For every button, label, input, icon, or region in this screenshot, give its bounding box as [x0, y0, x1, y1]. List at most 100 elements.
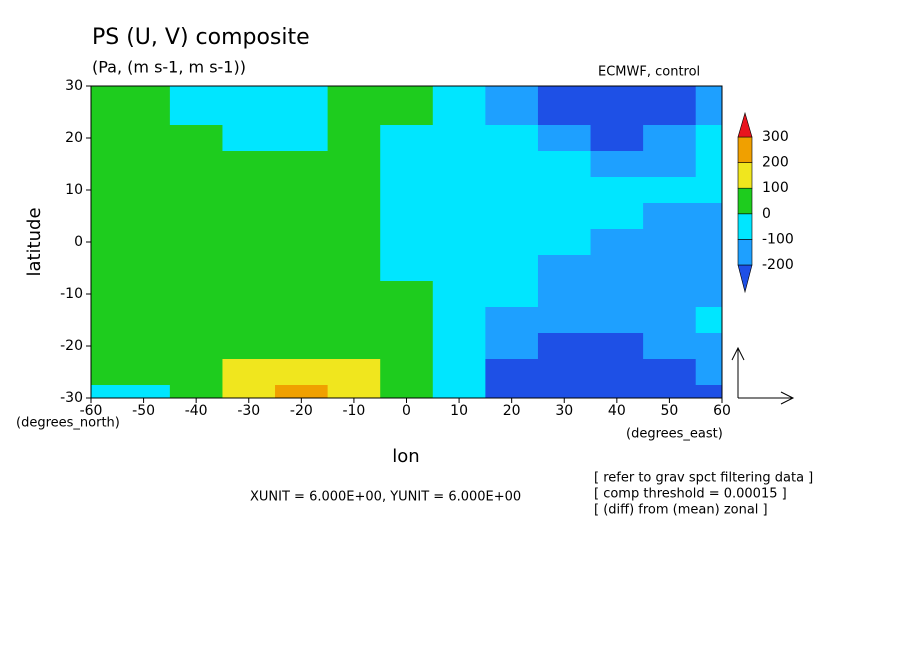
colorbar-box — [737, 239, 753, 266]
x-tick-label: 20 — [503, 403, 521, 419]
field-cell — [91, 177, 118, 204]
field-cell — [432, 151, 486, 178]
colorbar-label: -200 — [762, 257, 794, 273]
field-cell — [169, 151, 223, 178]
field-cell — [327, 307, 381, 334]
field-cell — [590, 125, 644, 152]
field-cell — [275, 125, 329, 152]
field-cell — [537, 151, 592, 178]
field-cell — [222, 359, 276, 386]
field-cell — [695, 99, 722, 126]
field-cell — [117, 333, 171, 360]
field-cell — [695, 203, 722, 230]
field-cell — [222, 281, 276, 308]
x-tick-label: -40 — [185, 403, 208, 419]
field-cell — [485, 125, 539, 152]
x-tick-label: -30 — [237, 403, 260, 419]
field-cell — [222, 99, 276, 126]
field-cell — [222, 333, 276, 360]
field-cell — [380, 125, 434, 152]
y-tick-label: 20 — [65, 130, 83, 146]
field-cell — [91, 281, 118, 308]
field-cell — [537, 359, 592, 386]
colorbar: -200 -100 0 100 200 300 — [737, 111, 794, 294]
field-cell — [169, 229, 223, 256]
field-cell — [275, 177, 329, 204]
field-cell — [432, 177, 486, 204]
field-cell — [695, 229, 722, 256]
field-cell — [275, 281, 329, 308]
field-cell — [380, 255, 434, 282]
annotation: [ refer to grav spct filtering data ] — [594, 471, 813, 486]
field-cell — [643, 177, 697, 204]
field-cell — [432, 281, 486, 308]
field-cell — [275, 255, 329, 282]
field-cell — [537, 203, 592, 230]
chart-title: PS (U, V) composite — [92, 25, 310, 50]
field-cell — [380, 86, 434, 100]
field-cell — [695, 255, 722, 282]
field-cell — [275, 333, 329, 360]
x-tick-label: 0 — [402, 403, 411, 419]
field-cell — [327, 86, 381, 100]
field-cell — [380, 229, 434, 256]
field-cell — [327, 203, 381, 230]
x-tick-label: -10 — [342, 403, 365, 419]
field-cell — [169, 255, 223, 282]
field-cell — [590, 385, 644, 398]
field-cell — [590, 86, 644, 100]
field-cell — [275, 385, 329, 398]
x-tick-label: -50 — [132, 403, 155, 419]
field-cell — [537, 333, 592, 360]
field-cell — [537, 255, 592, 282]
field-cell — [643, 86, 697, 100]
field-cell — [432, 359, 486, 386]
field-cell — [169, 203, 223, 230]
field-cell — [537, 229, 592, 256]
field-cell — [222, 151, 276, 178]
field-cell — [222, 125, 276, 152]
field-cell — [590, 203, 644, 230]
field-cell — [275, 229, 329, 256]
y-tick-label: -20 — [60, 338, 83, 354]
field-cell — [485, 229, 539, 256]
field-cell — [91, 255, 118, 282]
field-cell — [222, 177, 276, 204]
colorbar-label: 300 — [762, 129, 789, 145]
field-cell — [695, 385, 722, 398]
field-cell — [91, 203, 118, 230]
field-cell — [380, 359, 434, 386]
field-cell — [275, 86, 329, 100]
field-cell — [590, 99, 644, 126]
field-cell — [117, 99, 171, 126]
field-cell — [643, 203, 697, 230]
field-cell — [117, 151, 171, 178]
field-cell — [380, 281, 434, 308]
field-cell — [485, 86, 539, 100]
field-cell — [380, 203, 434, 230]
field-cell — [380, 177, 434, 204]
field-cell — [117, 203, 171, 230]
field-cell — [91, 229, 118, 256]
y-tick-label: 10 — [65, 182, 83, 198]
annotation: [ (diff) from (mean) zonal ] — [594, 503, 768, 518]
field-cell — [222, 86, 276, 100]
y-unit-label: (degrees_north) — [16, 416, 120, 431]
field-cell — [485, 99, 539, 126]
x-tick-label: 50 — [661, 403, 679, 419]
field-cell — [91, 307, 118, 334]
colorbar-label: -100 — [762, 231, 794, 247]
y-tick-label: 30 — [65, 78, 83, 94]
colorbar-box — [737, 162, 753, 189]
field-cell — [537, 281, 592, 308]
colorbar-label: 100 — [762, 180, 789, 196]
colorbar-box — [737, 213, 753, 240]
field-cell — [485, 255, 539, 282]
field-cell — [380, 99, 434, 126]
field-cell — [91, 151, 118, 178]
field-cell — [695, 125, 722, 152]
field-cell — [643, 385, 697, 398]
field-cell — [275, 203, 329, 230]
field-cell — [222, 385, 276, 398]
